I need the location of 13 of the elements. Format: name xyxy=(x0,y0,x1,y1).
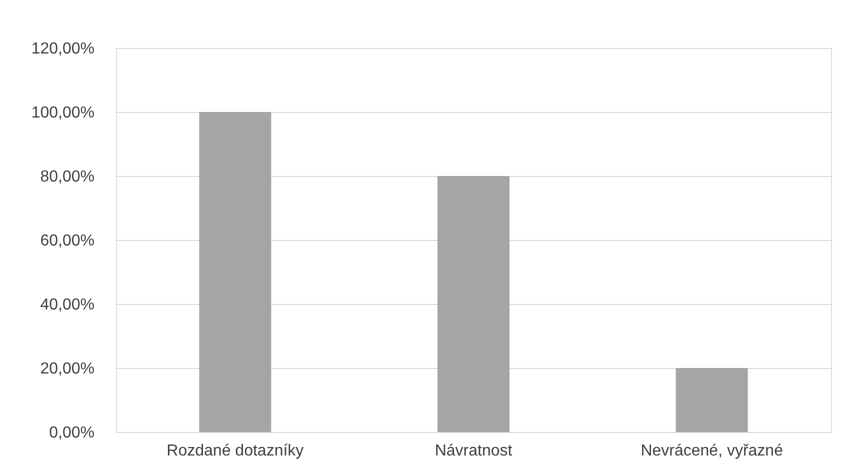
bar xyxy=(676,368,748,432)
x-tick-label: Rozdané dotazníky xyxy=(166,442,304,460)
y-tick-label: 20,00% xyxy=(40,360,94,378)
y-tick-label: 40,00% xyxy=(40,296,94,314)
bar xyxy=(199,112,272,432)
y-tick-label: 60,00% xyxy=(40,232,94,250)
y-tick-label: 120,00% xyxy=(31,40,94,58)
y-tick-label: 80,00% xyxy=(40,168,94,186)
x-tick-label: Nevrácené, vyřazné xyxy=(640,442,784,460)
bar xyxy=(438,176,510,432)
y-tick-label: 100,00% xyxy=(31,104,94,122)
y-tick-label: 0,00% xyxy=(49,424,94,442)
x-tick-label: Návratnost xyxy=(434,442,513,460)
